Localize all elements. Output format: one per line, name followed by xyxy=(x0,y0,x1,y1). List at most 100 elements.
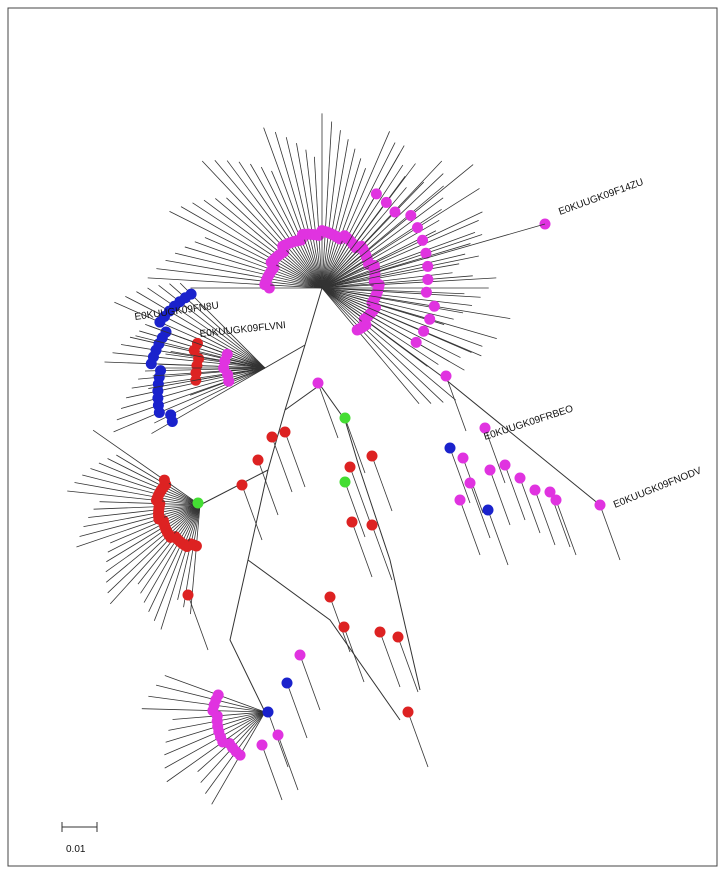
branch xyxy=(140,504,201,594)
leaf-node xyxy=(281,677,293,689)
branch xyxy=(156,268,323,289)
branch xyxy=(321,188,480,289)
branch xyxy=(321,277,497,289)
branch xyxy=(88,504,201,518)
branch xyxy=(321,142,396,289)
leaf-node xyxy=(346,516,358,528)
branch xyxy=(107,458,201,506)
branch xyxy=(74,482,201,506)
branch xyxy=(321,287,465,371)
branch xyxy=(504,464,526,521)
leaf-node xyxy=(422,273,434,285)
branch xyxy=(284,431,306,488)
branch xyxy=(148,695,266,713)
leaf-node xyxy=(411,222,423,234)
branch xyxy=(489,469,511,526)
leaf-node xyxy=(279,426,291,438)
branch xyxy=(177,504,201,600)
branch xyxy=(261,744,283,801)
leaf-node xyxy=(479,422,491,434)
branch xyxy=(164,711,266,769)
branch xyxy=(321,164,474,289)
branch xyxy=(299,654,321,711)
branch xyxy=(321,139,349,289)
branch xyxy=(321,287,456,401)
branch xyxy=(192,202,323,289)
branch xyxy=(371,455,393,512)
branch xyxy=(110,504,201,544)
branch xyxy=(152,367,266,377)
branch xyxy=(214,160,323,289)
branch xyxy=(180,206,323,289)
branch xyxy=(321,163,416,289)
leaf-node xyxy=(550,494,562,506)
branch xyxy=(199,469,269,506)
branch xyxy=(321,287,420,404)
branch xyxy=(321,275,473,289)
branch xyxy=(238,161,323,289)
leaf-node xyxy=(454,494,466,506)
branch xyxy=(321,287,473,306)
leaf-node xyxy=(351,324,363,336)
branch xyxy=(349,466,371,523)
branch xyxy=(136,291,266,369)
branch xyxy=(321,187,407,289)
leaf-node xyxy=(252,454,264,466)
branch xyxy=(321,287,497,340)
branch xyxy=(204,237,323,289)
branch xyxy=(82,474,201,506)
leaf-node xyxy=(484,464,496,476)
branch xyxy=(67,490,201,506)
branch xyxy=(321,287,482,357)
branch xyxy=(99,501,201,506)
branch xyxy=(187,594,209,651)
leaf-node xyxy=(464,477,476,489)
leaf-node xyxy=(158,474,170,486)
branch xyxy=(201,160,323,289)
branch xyxy=(135,335,266,369)
leaf-node xyxy=(420,286,432,298)
leaf-node xyxy=(482,504,494,516)
branch xyxy=(114,301,266,369)
branch xyxy=(166,711,266,783)
branch xyxy=(321,158,362,289)
branch xyxy=(321,234,483,289)
leaf-node xyxy=(420,247,432,259)
branch xyxy=(105,504,201,573)
branch xyxy=(321,121,333,289)
leaf-node xyxy=(221,348,233,360)
branch xyxy=(241,484,263,541)
branch xyxy=(106,504,201,563)
leaf-node xyxy=(185,288,197,300)
leaf-node xyxy=(339,476,351,488)
branch xyxy=(371,524,393,581)
leaf-node xyxy=(529,484,541,496)
branch xyxy=(351,521,373,578)
leaf-node xyxy=(457,452,469,464)
leaf-node xyxy=(192,497,204,509)
branch xyxy=(321,255,479,289)
branch xyxy=(321,253,466,289)
branch xyxy=(321,287,439,365)
leaf-node xyxy=(324,591,336,603)
branch xyxy=(271,170,323,289)
branch xyxy=(321,220,479,289)
branch xyxy=(321,287,454,320)
branch xyxy=(92,429,201,506)
branch xyxy=(79,504,201,537)
leaf-node xyxy=(374,626,386,638)
branch xyxy=(147,287,266,369)
branch xyxy=(321,287,461,358)
branch xyxy=(321,287,428,367)
branch xyxy=(141,708,266,713)
branch xyxy=(112,352,266,369)
leaf-node xyxy=(444,442,456,454)
leaf-node xyxy=(262,706,274,718)
leaf-node xyxy=(312,377,324,389)
branch xyxy=(250,163,323,289)
branch xyxy=(321,164,404,289)
branch xyxy=(107,504,201,553)
branch xyxy=(321,287,465,295)
branch xyxy=(321,197,444,289)
